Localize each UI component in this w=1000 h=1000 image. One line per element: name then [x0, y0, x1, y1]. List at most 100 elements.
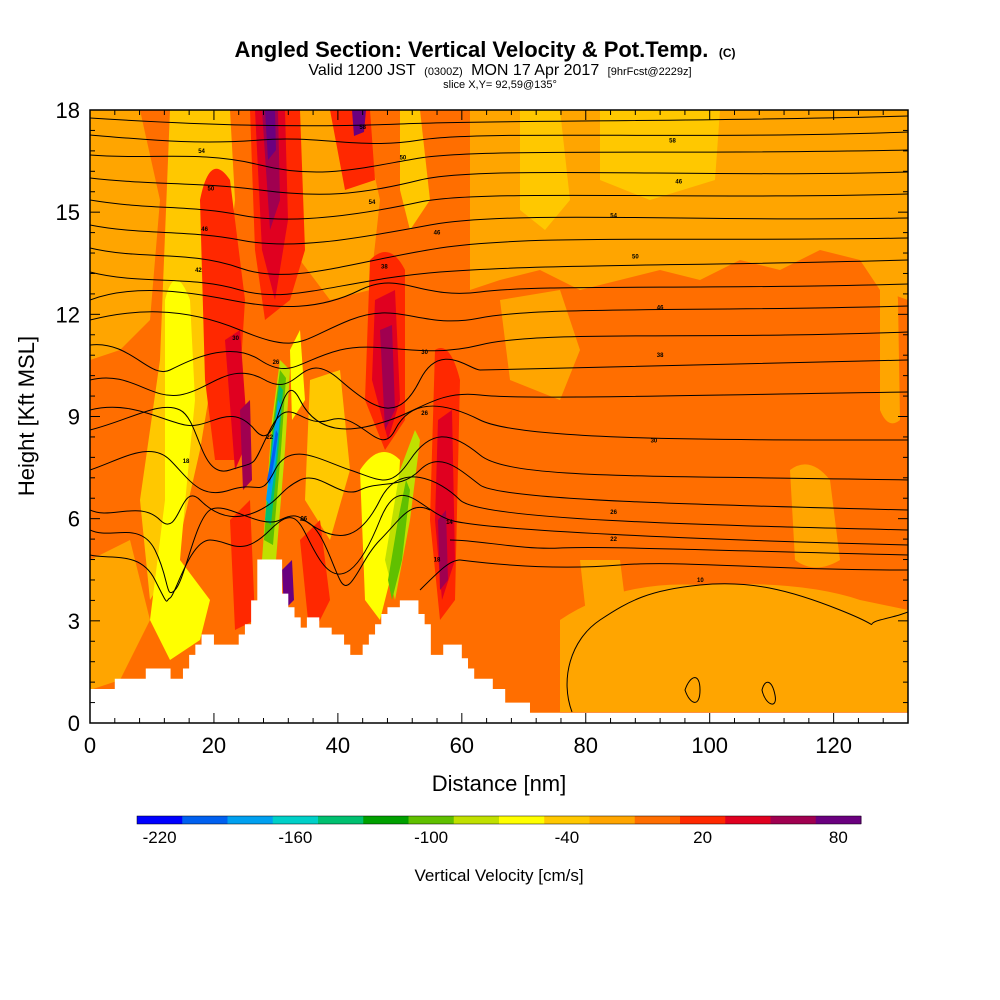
- field-region: [267, 430, 278, 484]
- contour-label: 46: [657, 306, 664, 312]
- y-axis: 0 3 6 9 12 15 18: [56, 98, 908, 736]
- colorbar-swatch: [363, 816, 409, 824]
- colorbar-swatch: [770, 816, 817, 824]
- contour-line: [90, 216, 908, 245]
- slice-info: slice X,Y= 92,59@135°: [443, 79, 557, 91]
- subtitle-forecast: [9hrFcst@2229z]: [608, 66, 692, 78]
- contour-label: 50: [207, 186, 214, 192]
- x-tick-label: 40: [326, 733, 350, 758]
- contour-line: [90, 282, 908, 308]
- contour-line: [449, 539, 908, 556]
- colorbar-swatch: [227, 816, 274, 824]
- contour-line: [90, 131, 908, 144]
- contour-label: 46: [434, 231, 441, 237]
- field-region: [240, 400, 252, 490]
- field-region: [300, 520, 330, 640]
- contour-line: [90, 405, 908, 472]
- field-region: [290, 330, 305, 420]
- contour-line: [90, 115, 908, 127]
- chart-title-units: (C): [719, 46, 736, 60]
- x-tick-label: 120: [815, 733, 852, 758]
- colorbar-tick-label: 80: [829, 828, 848, 847]
- colorbar-tick-labels: -220 -160 -100 -40 20 80: [143, 828, 848, 847]
- contour-label: 54: [369, 200, 376, 206]
- terrain-mask: [90, 559, 908, 723]
- contour-line: [90, 305, 908, 344]
- contour-label: 18: [183, 459, 190, 465]
- field-region: [230, 500, 255, 630]
- colorbar-tick-label: -220: [143, 828, 177, 847]
- contour-label: 06: [300, 517, 307, 523]
- chart-title: Angled Section: Vertical Velocity & Pot.…: [234, 37, 735, 62]
- colorbar-swatch: [408, 816, 455, 824]
- contour-line: [419, 559, 461, 591]
- colorbar: [136, 815, 862, 825]
- colorbar-tick-label: -100: [414, 828, 448, 847]
- chart-title-main: Angled Section: Vertical Velocity & Pot.…: [234, 37, 708, 62]
- contour-line: [90, 495, 908, 602]
- contour-label: 18: [434, 558, 441, 564]
- x-axis-label: Distance [nm]: [432, 771, 567, 796]
- contour-label: 30: [651, 438, 658, 444]
- field-region: [470, 110, 908, 300]
- contour-label: 26: [610, 510, 617, 516]
- x-tick-label: 20: [202, 733, 226, 758]
- field-region: [352, 110, 366, 136]
- field-region: [90, 540, 150, 690]
- contour-line: [90, 358, 908, 409]
- colorbar-swatch: [272, 816, 319, 824]
- field-region: [600, 110, 720, 200]
- field-region: [880, 268, 900, 424]
- subtitle-date: MON 17 Apr 2017: [471, 62, 599, 79]
- colorbar-swatch: [453, 816, 500, 824]
- colorbar-swatch: [499, 816, 545, 824]
- contour-line: [90, 461, 908, 525]
- colorbar-swatch: [544, 816, 590, 824]
- chart-subtitle: Valid 1200 JST (0300Z) MON 17 Apr 2017 […: [308, 62, 691, 79]
- contour-label: 30: [421, 350, 428, 356]
- colorbar-swatch: [815, 816, 862, 824]
- contour-label: 58: [359, 125, 366, 131]
- y-tick-label: 6: [68, 507, 80, 532]
- contour-line: [566, 583, 908, 713]
- field-region: [305, 370, 350, 540]
- contour-label: 58: [669, 139, 676, 145]
- contour-line: [90, 259, 908, 296]
- contour-line: [90, 390, 908, 437]
- x-axis: 0 20 40 60 80 100 120: [84, 110, 909, 758]
- pot-temp-contours: [90, 115, 908, 713]
- contour-label: 14: [446, 520, 453, 526]
- contour-label: 50: [632, 254, 639, 260]
- contour-line: [761, 681, 776, 705]
- contour-line: [684, 677, 701, 703]
- colorbar-swatch: [634, 816, 681, 824]
- field-region: [580, 560, 630, 650]
- y-axis-label: Height [Kft MSL]: [14, 336, 39, 496]
- contour-line: [90, 171, 908, 195]
- x-tick-label: 0: [84, 733, 96, 758]
- contour-line: [459, 559, 908, 571]
- contour-line: [299, 506, 431, 586]
- y-tick-label: 12: [56, 302, 80, 327]
- contour-label: 54: [198, 149, 205, 155]
- contour-label: 22: [610, 537, 617, 543]
- contour-label: 54: [610, 214, 617, 220]
- subtitle-valid: Valid 1200 JST: [308, 62, 416, 79]
- x-tick-label: 80: [574, 733, 598, 758]
- y-tick-label: 0: [68, 711, 80, 736]
- velocity-field: [90, 110, 908, 712]
- colorbar-title: Vertical Velocity [cm/s]: [414, 866, 583, 885]
- contour-label: 38: [381, 265, 388, 271]
- y-tick-label: 15: [56, 200, 80, 225]
- field-region: [380, 325, 395, 430]
- contour-line: [90, 237, 908, 275]
- colorbar-tick-label: -40: [555, 828, 580, 847]
- contour-label: 26: [421, 411, 428, 417]
- contour-line: [90, 331, 908, 373]
- contour-line: [90, 193, 908, 220]
- field-region: [90, 110, 160, 360]
- field-region: [500, 290, 580, 400]
- colorbar-swatch: [137, 816, 183, 824]
- colorbar-swatch: [680, 816, 726, 824]
